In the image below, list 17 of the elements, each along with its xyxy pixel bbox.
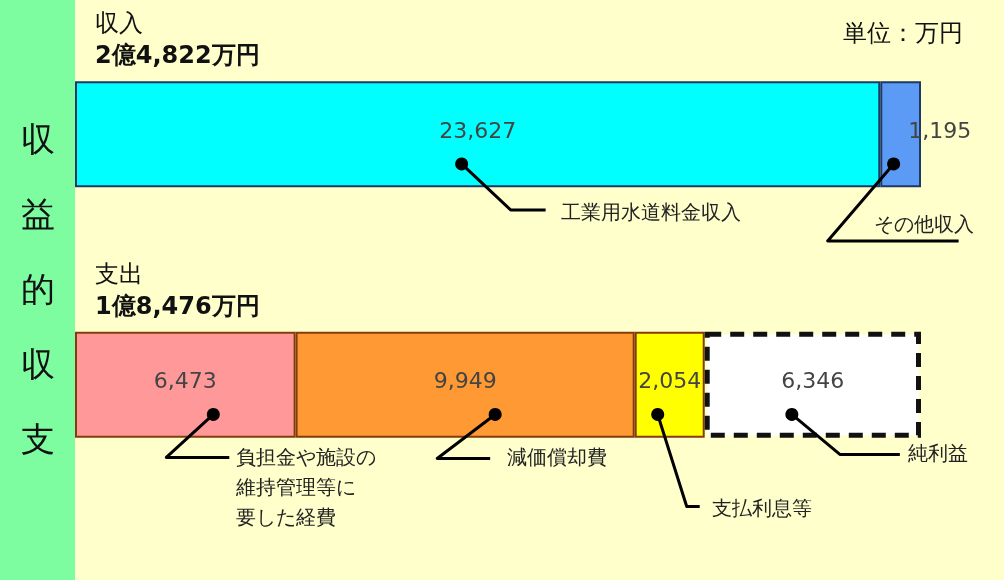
data-label: 9,949 bbox=[433, 368, 497, 394]
y-tick-label: 支出 bbox=[95, 259, 143, 288]
annotation: 1億8,476万円 bbox=[95, 291, 260, 320]
annotation: 2億4,822万円 bbox=[95, 41, 260, 70]
series-label: その他収入 bbox=[873, 211, 974, 236]
series-label: 工業用水道料金収入 bbox=[560, 199, 741, 224]
data-label: 2,054 bbox=[638, 368, 702, 394]
annotation: 単位：万円 bbox=[843, 19, 963, 47]
y-tick-label: 収入 bbox=[95, 9, 143, 38]
series-label: 純利益 bbox=[907, 441, 968, 466]
text: 支払利息等 bbox=[711, 496, 812, 521]
data-label: 6,346 bbox=[781, 368, 845, 394]
data-label: 6,473 bbox=[153, 368, 217, 394]
text: 収益的収支 bbox=[19, 118, 56, 461]
data-label: 23,627 bbox=[439, 117, 517, 143]
series-label: 負担金や施設の維持管理等に要した経費 bbox=[235, 445, 377, 530]
series-label: 減価償却費 bbox=[507, 445, 608, 470]
